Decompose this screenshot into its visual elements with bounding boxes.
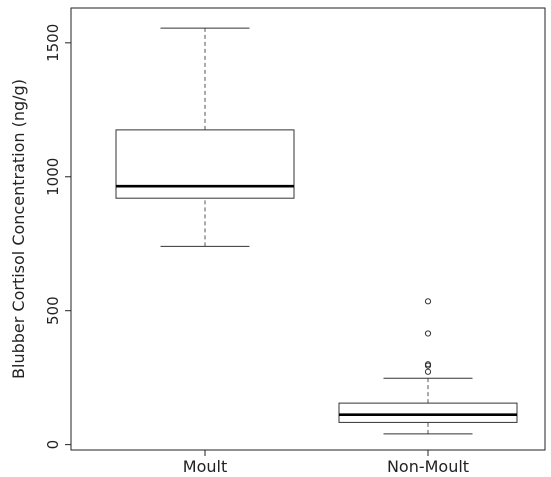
outlier-point-1-2 [424,361,432,368]
box-0 [115,27,295,247]
x-tick-label-0: Moult [183,457,227,476]
iqr-box-1 [338,402,518,423]
outlier-point-1-4 [424,298,432,305]
y-axis-title: Blubber Cortisol Concentration (ng/g) [9,79,28,379]
outlier-point-1-0 [424,368,432,375]
y-tick-label-1: 500 [44,296,62,325]
box-1 [338,298,518,435]
plot-frame [70,7,546,451]
y-tick-label-0: 0 [44,440,62,450]
x-axis: Moult Non-Moult [183,450,469,476]
outlier-point-1-3 [424,330,432,337]
x-tick-label-1: Non-Moult [387,457,469,476]
y-tick-label-3: 1500 [44,24,62,62]
y-tick-label-2: 1000 [44,158,62,196]
y-axis: 0 500 1000 1500 [44,24,71,450]
iqr-box-0 [115,129,295,199]
boxes-group [115,27,518,435]
